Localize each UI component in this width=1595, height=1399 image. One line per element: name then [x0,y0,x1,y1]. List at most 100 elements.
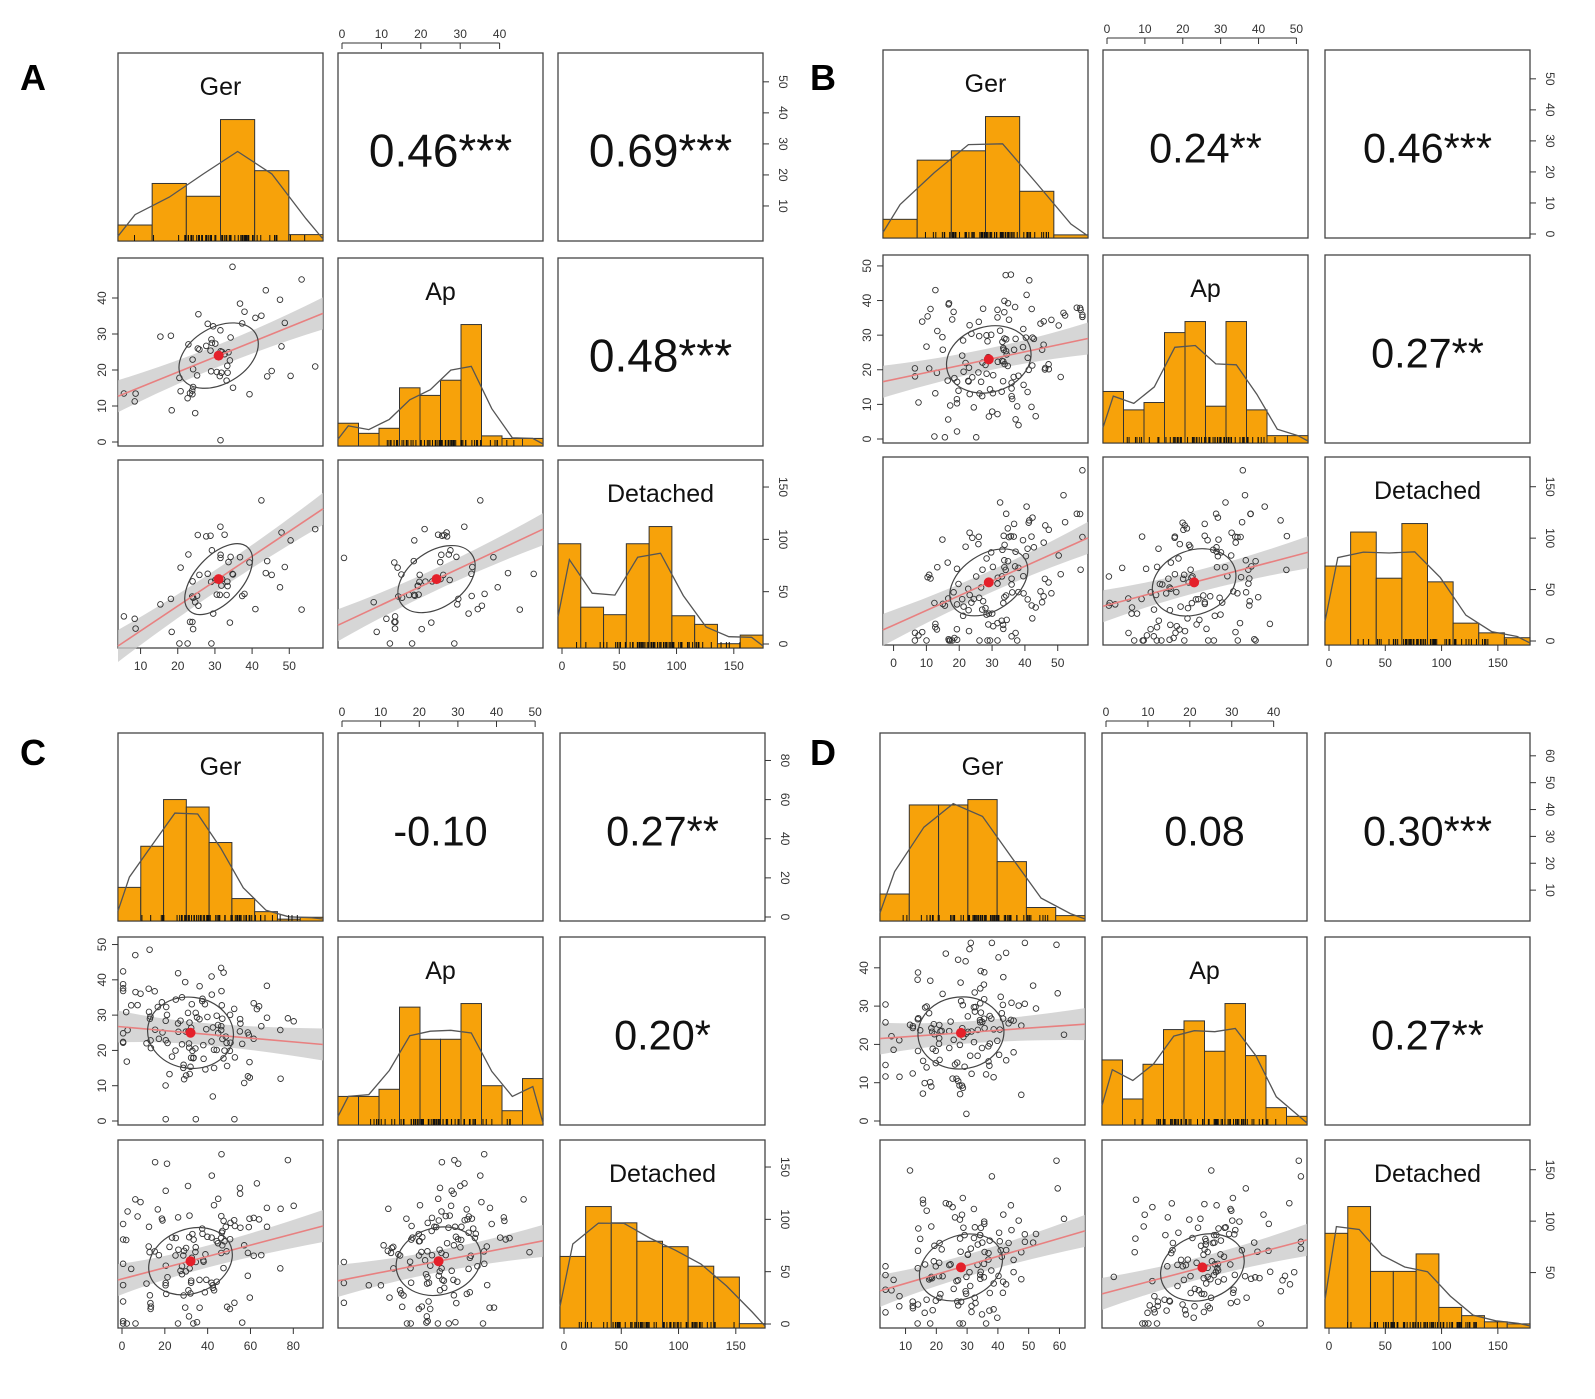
scatter-point [1005,316,1013,323]
scatter-point [237,1224,244,1231]
scatter-point [983,332,990,339]
scatter-point [262,569,270,577]
scatter-point [1155,545,1162,552]
scatter-point [965,364,973,371]
histogram-bar [254,911,278,922]
scatter-point [471,1234,479,1242]
histogram-bar [1055,915,1086,922]
scatter-point [162,1290,170,1298]
scatter-point [182,1072,190,1079]
scatter-point [490,553,497,561]
scatter-point [1202,1235,1209,1243]
scatter-point [184,1182,192,1190]
histogram-bar [996,861,1027,922]
scatter-point [989,563,997,571]
scatter-point [1213,563,1221,571]
scatter-point [941,434,949,441]
scatter-point [980,1218,988,1225]
scatter-point [896,1292,903,1300]
scatter-point [982,1320,990,1327]
scatter-point [955,387,962,394]
bottom-axis-label: 50 [1379,656,1393,670]
histogram-bar [662,1246,689,1329]
scatter-point [155,1251,163,1259]
scatter-point [277,1265,284,1272]
scatter-point [1204,1302,1212,1310]
histogram-bar [1265,1107,1287,1126]
correlation-ellipse [945,325,1032,394]
scatter-point [210,1046,218,1053]
scatter-point [947,1018,954,1025]
scatter-point [384,1247,392,1255]
scatter-point [1229,1194,1237,1202]
scatter-point [134,1001,141,1009]
scatter-point [919,1200,927,1207]
scatter-point [1012,335,1019,343]
scatter-point [500,1214,508,1221]
right-axis-label: 50 [776,585,790,599]
scatter-point [435,1272,443,1280]
histogram-bar [117,224,153,242]
scatter-point [996,1238,1004,1245]
scatter-point [1029,334,1036,341]
scatter-point [1026,517,1033,524]
right-axis-label: 150 [776,477,790,497]
scatter-point [146,1292,154,1299]
scatter-point [1171,534,1178,542]
scatter-point [896,1303,903,1310]
scatter-point [999,1001,1007,1009]
right-axis-label: 50 [1543,1266,1557,1280]
scatter-point [916,1235,924,1243]
scatter-point [1210,1271,1218,1279]
right-axis-label: 20 [776,168,790,182]
scatter-point [416,578,423,586]
right-axis-label: 50 [1543,583,1557,597]
scatter-point [119,1260,127,1268]
scatter-point [1130,637,1138,644]
correlation-value: 0.20* [614,1012,711,1058]
histogram-bar [625,543,650,649]
scatter-point [914,1047,922,1055]
mean-point [1197,1262,1208,1273]
scatter-point [277,1026,284,1034]
scatter-point [1217,611,1224,618]
scatter-point [1060,491,1067,499]
scatter-point [953,625,961,633]
mean-point [185,1256,196,1267]
histogram-bar [713,1276,740,1329]
cell-frame [117,257,324,447]
scatter-point [988,408,996,415]
bottom-axis-label: 150 [726,1339,746,1353]
scatter-point [1295,1157,1303,1164]
scatter-point [1217,1251,1224,1258]
correlation-value: -0.10 [393,808,487,854]
histogram-bar [440,379,462,447]
scatter-point [931,599,938,607]
scatter-point [974,1026,982,1034]
scatter-point [1055,322,1062,329]
histogram-bar [559,1255,587,1329]
scatter-point [934,563,941,571]
scatter-point [408,640,416,647]
density-curve [117,812,324,920]
scatter-point [373,628,380,636]
scatter-point [1038,599,1046,606]
scatter-point [995,1051,1003,1059]
histogram-bar [967,799,998,922]
bottom-axis-label: 0 [1326,656,1333,670]
variable-label-ap: Ap [425,957,456,985]
scatter-point [921,1309,928,1317]
scatter-point [1028,403,1035,411]
bottom-axis-label: 0 [1326,1339,1333,1353]
histogram-bar [501,437,523,447]
scatter-point [241,308,248,315]
scatter-point [954,1077,962,1085]
right-axis-label: 0 [1543,231,1557,238]
scatter-point [134,1213,141,1220]
histogram-bar [481,435,503,447]
scatter-point [1133,610,1141,617]
scatter-point [1197,1242,1205,1250]
scatter-point [1141,1320,1149,1327]
scatter-point [408,1222,415,1230]
scatter-point [1146,1302,1153,1309]
